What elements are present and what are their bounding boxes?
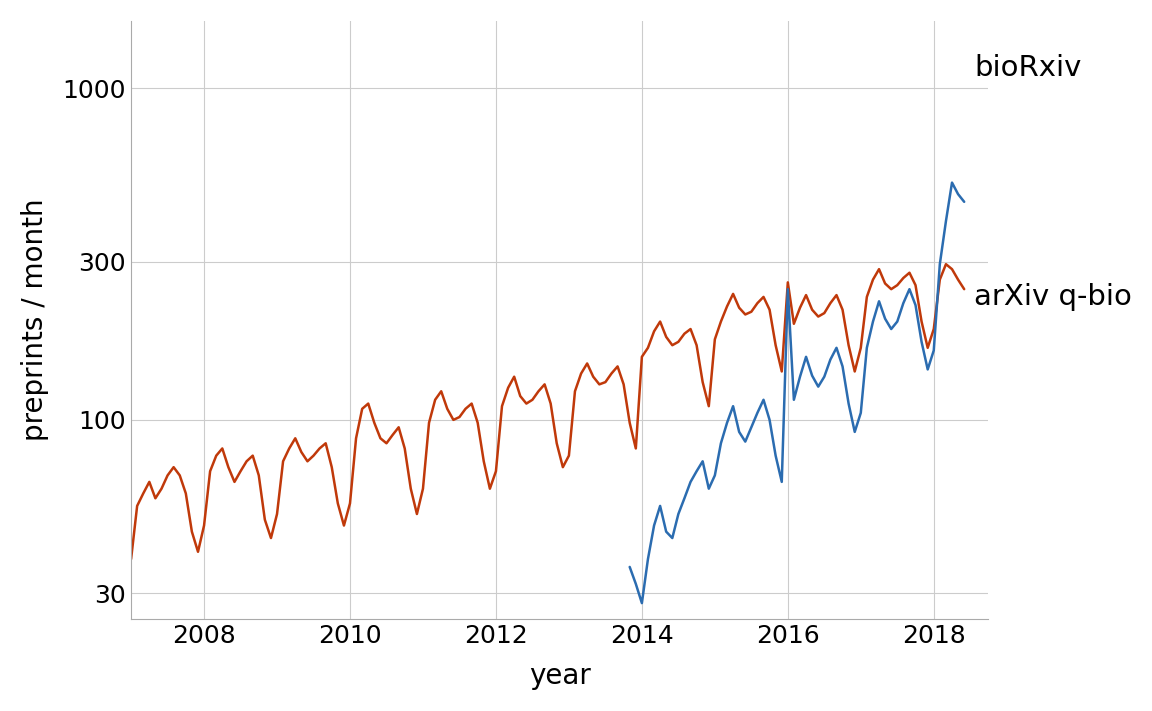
Y-axis label: preprints / month: preprints / month xyxy=(21,199,48,442)
Text: bioRxiv: bioRxiv xyxy=(973,54,1082,82)
X-axis label: year: year xyxy=(529,662,591,690)
Text: arXiv q-bio: arXiv q-bio xyxy=(973,283,1131,311)
